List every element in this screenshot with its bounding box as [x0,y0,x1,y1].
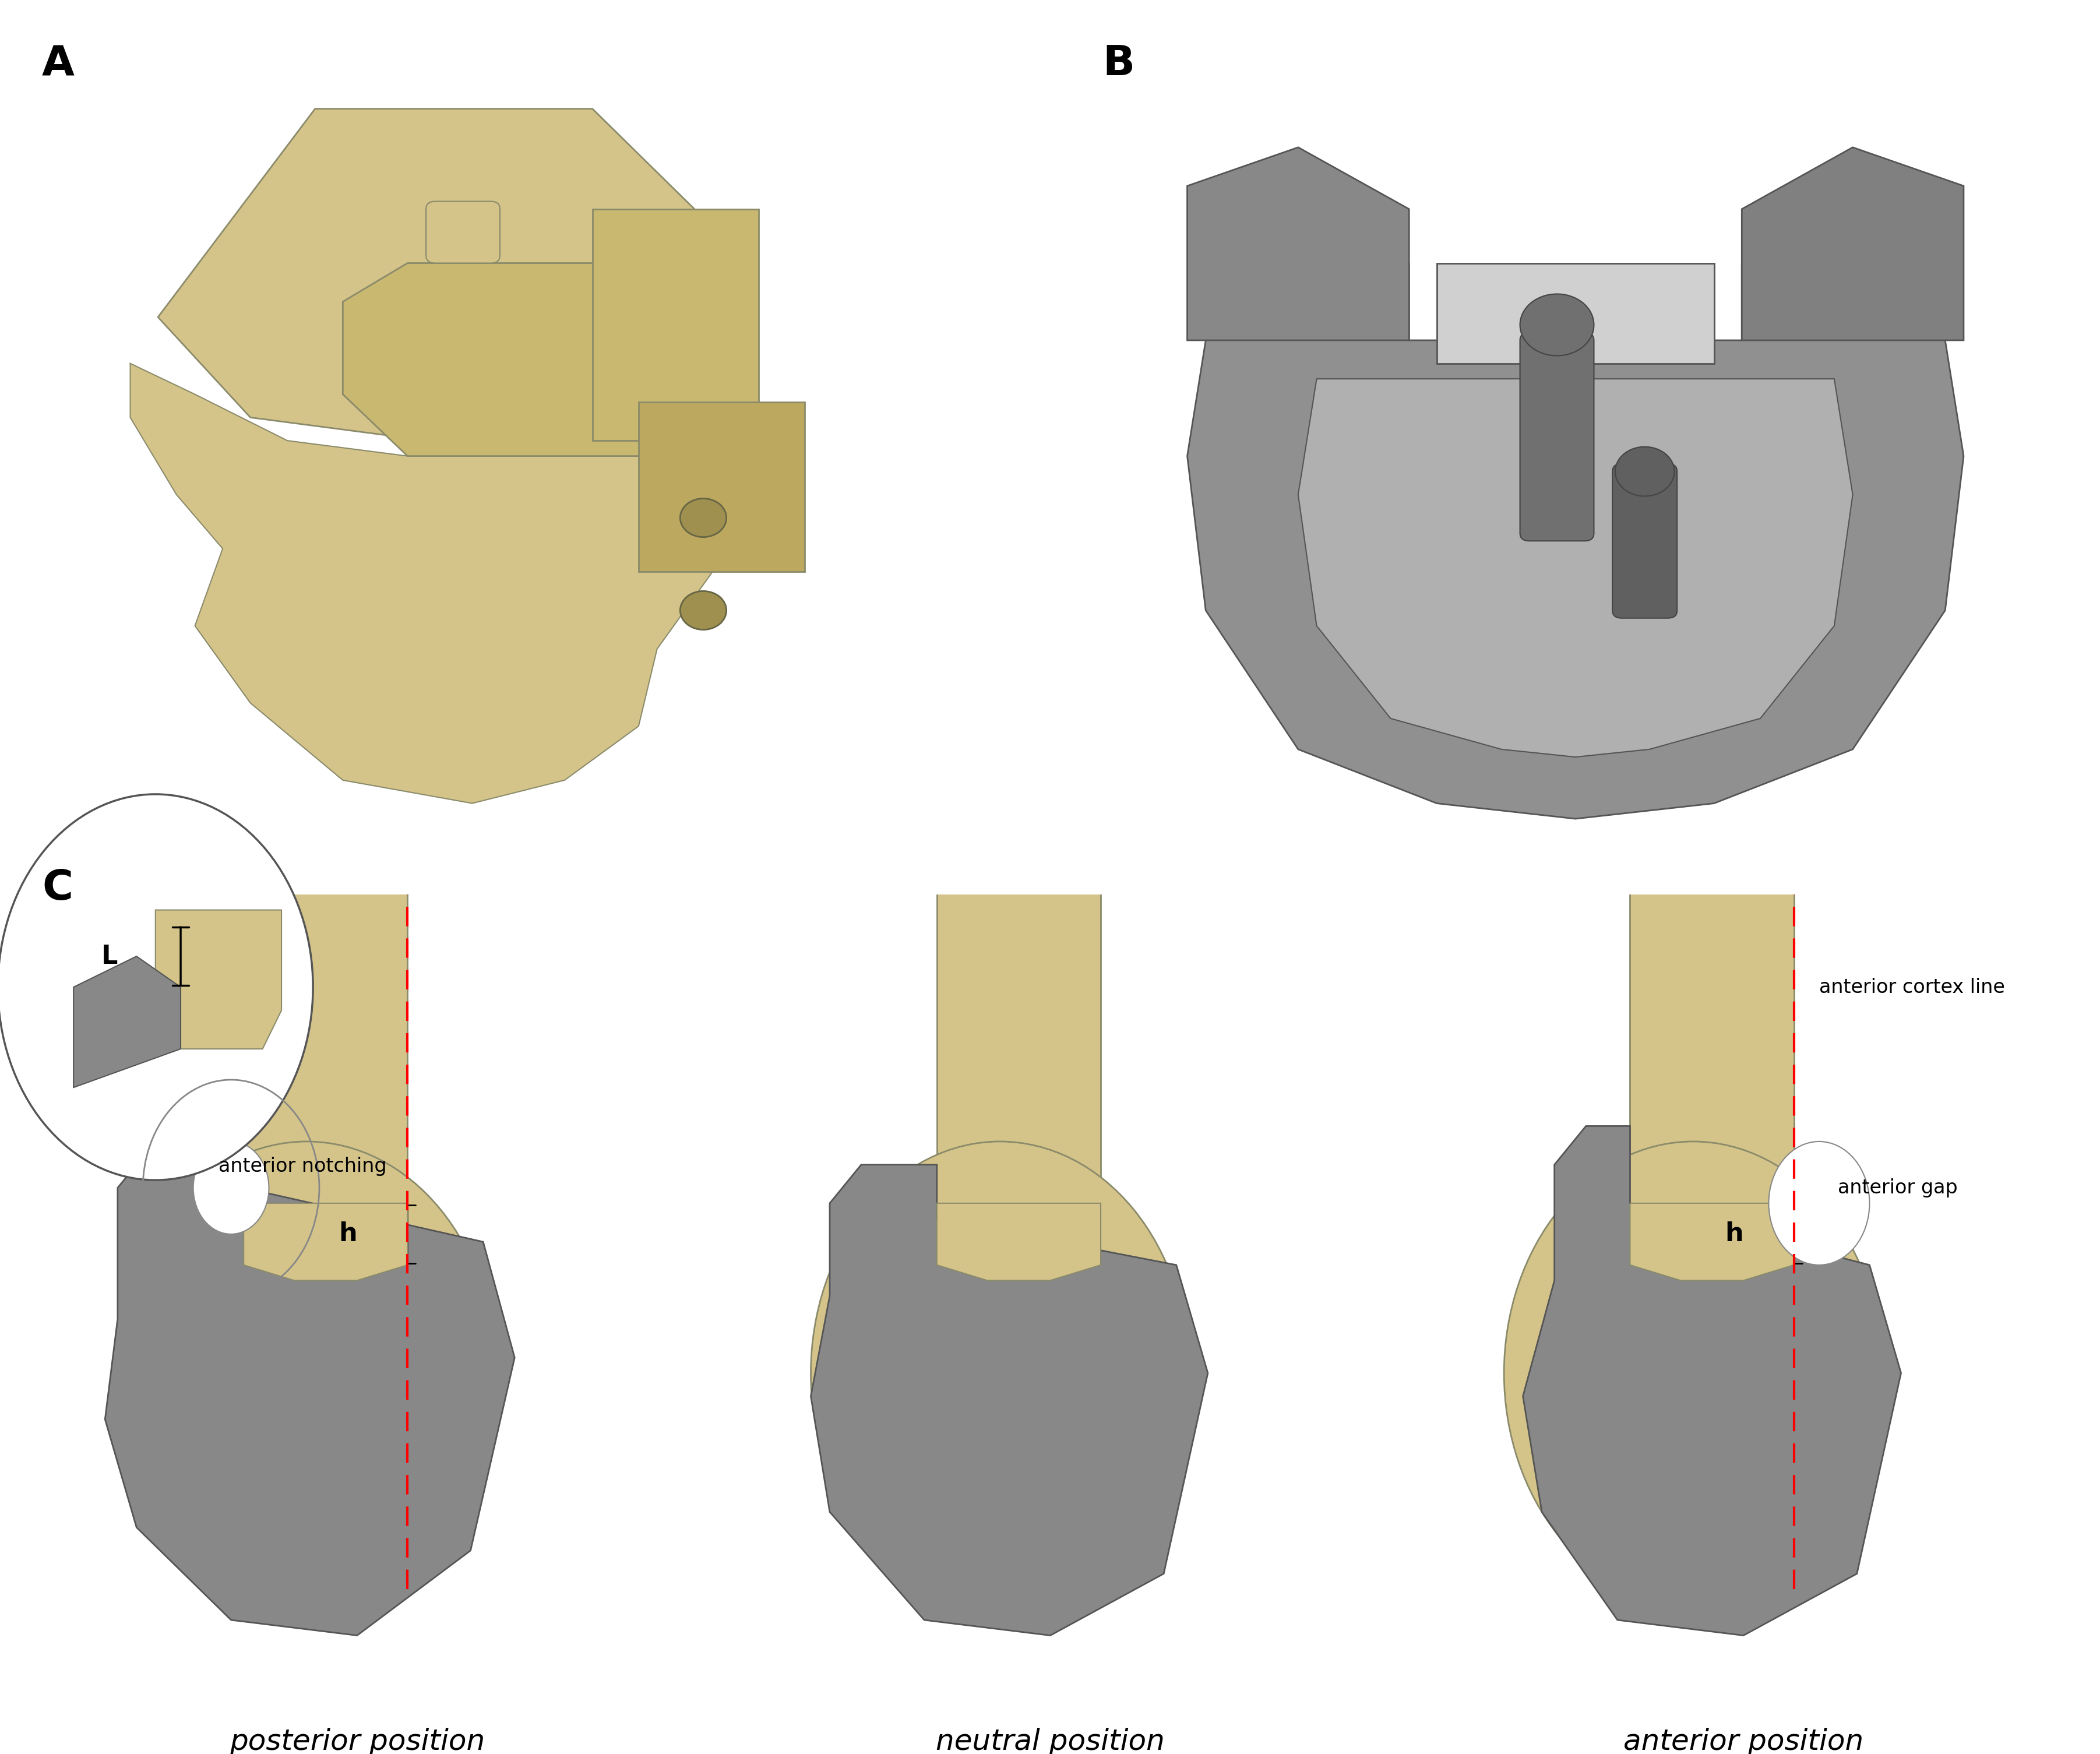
Text: anterior position: anterior position [1623,1728,1863,1754]
Circle shape [680,498,727,537]
Polygon shape [1522,1126,1900,1635]
Polygon shape [130,363,750,803]
Text: A: A [42,44,74,84]
Text: posterior position: posterior position [229,1728,485,1754]
Circle shape [0,795,313,1180]
Polygon shape [1298,379,1852,758]
Polygon shape [1186,225,1964,819]
Polygon shape [244,1203,407,1280]
FancyBboxPatch shape [1436,263,1714,363]
Polygon shape [937,1203,1100,1280]
Polygon shape [1630,1203,1793,1280]
Circle shape [193,1142,269,1235]
Circle shape [1504,1142,1882,1605]
Text: neutral position: neutral position [937,1728,1163,1754]
Circle shape [1615,447,1674,496]
Polygon shape [105,1142,514,1635]
Text: B: B [1102,44,1134,84]
Text: L: L [101,944,118,968]
Polygon shape [244,856,407,1203]
Circle shape [680,591,727,630]
Circle shape [1520,295,1594,356]
Polygon shape [74,956,181,1087]
Polygon shape [1630,856,1793,1203]
FancyBboxPatch shape [592,209,758,440]
Text: anterior notching: anterior notching [218,1158,386,1177]
FancyBboxPatch shape [426,202,500,263]
Circle shape [118,1142,496,1605]
Circle shape [811,1142,1189,1605]
Circle shape [1768,1142,1869,1265]
FancyBboxPatch shape [1613,463,1676,617]
Text: anterior gap: anterior gap [1837,1179,1957,1198]
Polygon shape [155,910,281,1049]
Polygon shape [1186,147,1409,340]
Polygon shape [937,856,1100,1203]
Text: C: C [42,868,74,909]
Polygon shape [158,109,750,456]
Text: anterior cortex line: anterior cortex line [1819,977,2003,996]
Text: h: h [338,1221,357,1247]
FancyBboxPatch shape [1520,333,1594,540]
FancyBboxPatch shape [638,402,804,572]
Text: h: h [1724,1221,1743,1247]
Polygon shape [811,1165,1207,1635]
Polygon shape [342,263,712,456]
Polygon shape [1741,147,1964,340]
